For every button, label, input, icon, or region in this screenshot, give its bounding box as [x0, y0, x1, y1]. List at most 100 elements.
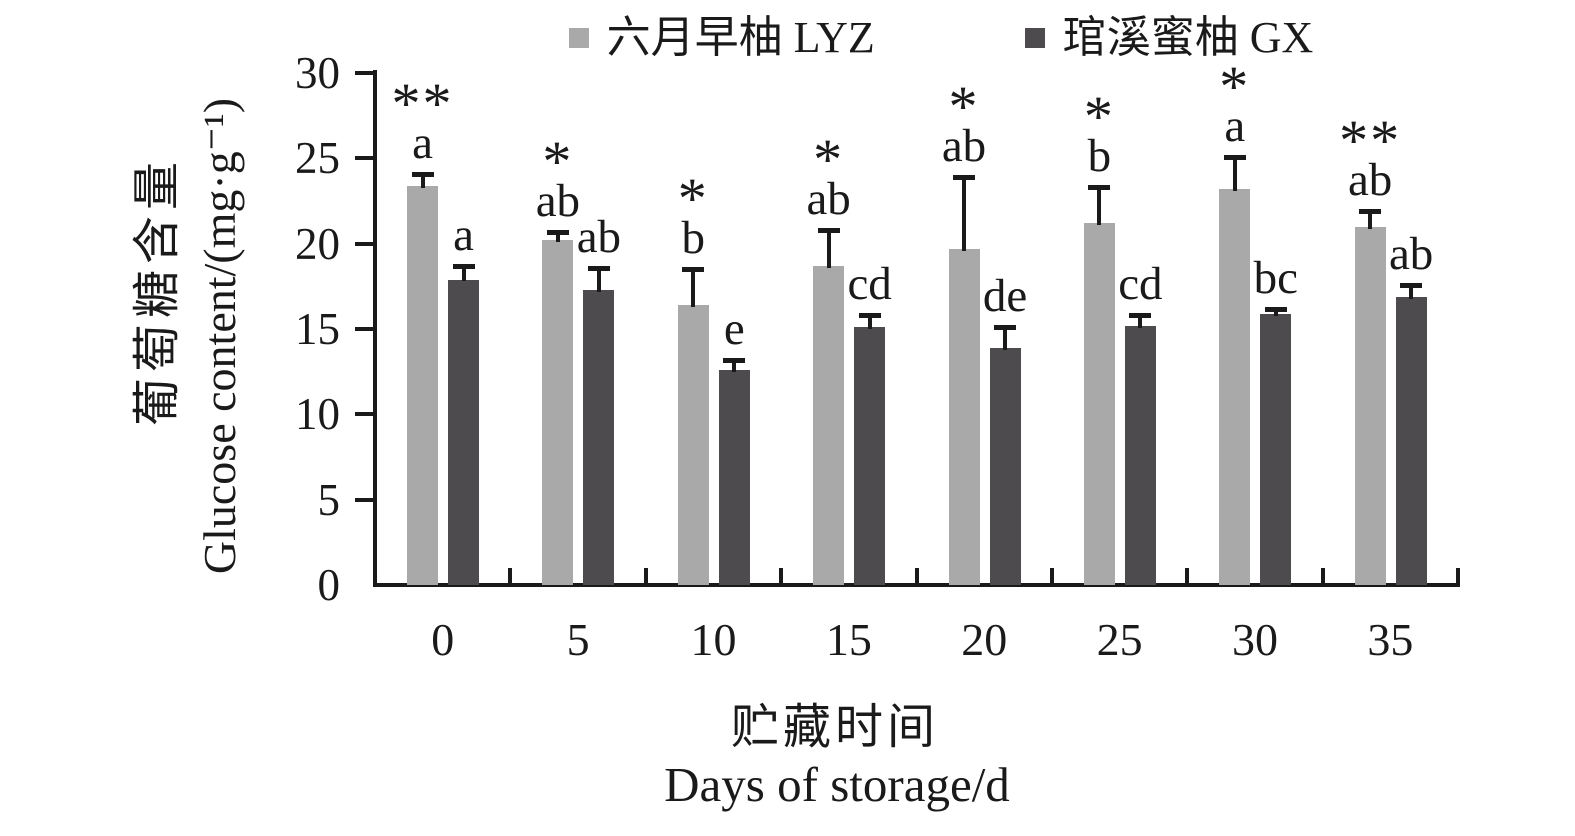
- x-tick-label-10: 10: [690, 614, 737, 665]
- x-tick-label-0: 0: [431, 614, 455, 665]
- error-bar-gx-5: [596, 267, 601, 292]
- legend-item-lyz: 六月早柚 LYZ: [568, 12, 875, 64]
- significance-letter-lyz-0: a: [412, 116, 433, 169]
- significance-stars-lyz-0: **: [391, 70, 454, 136]
- legend-label-gx: 琯溪蜜柚 GX: [1062, 13, 1314, 62]
- x-tick-5: [1049, 568, 1054, 587]
- error-cap-gx-15: [858, 313, 881, 319]
- significance-letter-lyz-10: b: [681, 212, 706, 265]
- error-cap-lyz-20: [953, 175, 975, 181]
- significance-letter-gx-30: bc: [1253, 251, 1298, 304]
- y-tick-30: [355, 71, 373, 75]
- bar-gx-15: [854, 327, 886, 585]
- annotation-lyz-20: * ab: [884, 78, 1044, 173]
- annotation-lyz-0: ** a: [343, 70, 503, 169]
- error-cap-gx-25: [1129, 313, 1152, 319]
- x-tick-3: [779, 568, 784, 587]
- annotation-lyz-35: ** ab: [1290, 112, 1450, 207]
- y-tick-label-15: 15: [295, 304, 340, 354]
- error-bar-lyz-25: [1097, 187, 1102, 226]
- bar-lyz-20: [948, 248, 980, 585]
- error-cap-lyz-10: [682, 267, 705, 273]
- annotation-gx-30: bc: [1196, 251, 1356, 304]
- y-tick-label-0: 0: [317, 560, 341, 610]
- significance-letter-lyz-25: b: [1087, 130, 1112, 183]
- legend: 六月早柚 LYZ 琯溪蜜柚 GX: [373, 8, 1509, 68]
- bar-gx-30: [1260, 313, 1292, 585]
- annotation-gx-35: ab: [1331, 227, 1491, 280]
- significance-letter-lyz-20: ab: [941, 120, 987, 173]
- error-cap-lyz-15: [817, 228, 840, 233]
- error-cap-gx-35: [1400, 282, 1423, 288]
- error-bar-lyz-30: [1232, 156, 1237, 192]
- error-cap-gx-20: [994, 325, 1016, 331]
- error-bar-gx-15: [867, 315, 872, 330]
- error-bar-lyz-35: [1368, 211, 1373, 229]
- x-tick-label-5: 5: [566, 614, 590, 665]
- y-tick-5: [355, 497, 373, 502]
- x-tick-6: [1185, 568, 1190, 587]
- bar-gx-5: [583, 289, 615, 585]
- annotation-lyz-25: * b: [1019, 88, 1179, 183]
- significance-letter-gx-35: ab: [1388, 227, 1434, 280]
- error-bar-lyz-10: [691, 269, 696, 308]
- error-bar-gx-0: [461, 265, 466, 282]
- error-bar-gx-35: [1409, 284, 1414, 299]
- y-tick-10: [355, 412, 373, 417]
- bar-lyz-30: [1219, 189, 1251, 585]
- error-bar-lyz-5: [555, 231, 560, 243]
- x-tick-label-25: 25: [1096, 614, 1143, 665]
- annotation-gx-10: e: [654, 302, 814, 355]
- annotation-lyz-5: * ab: [478, 128, 638, 227]
- legend-item-gx: 琯溪蜜柚 GX: [1024, 12, 1314, 64]
- error-bar-lyz-0: [420, 173, 425, 188]
- bar-lyz-5: [542, 240, 574, 585]
- annotation-gx-20: de: [925, 270, 1085, 323]
- annotation-gx-25: cd: [1060, 258, 1220, 311]
- x-tick-label-15: 15: [825, 614, 872, 665]
- bar-lyz-10: [677, 305, 709, 585]
- x-tick-4: [914, 568, 919, 587]
- annotation-gx-0: a: [384, 211, 544, 258]
- bar-lyz-0: [407, 185, 438, 585]
- error-bar-gx-30: [1273, 308, 1278, 316]
- error-cap-gx-30: [1264, 306, 1287, 312]
- bar-gx-20: [989, 347, 1021, 585]
- annotation-lyz-15: * ab: [749, 131, 909, 223]
- bar-gx-35: [1395, 296, 1427, 585]
- legend-marker-gx-icon: [1024, 28, 1045, 48]
- significance-letter-gx-20: de: [982, 270, 1028, 323]
- bar-gx-25: [1124, 325, 1156, 585]
- y-tick-label-25: 25: [295, 133, 340, 184]
- significance-letter-lyz-5: ab: [535, 174, 581, 227]
- y-tick-20: [355, 241, 373, 246]
- significance-letter-gx-25: cd: [1118, 258, 1163, 311]
- x-axis-title-english: Days of storage/d: [664, 757, 1010, 812]
- annotation-lyz-10: * b: [613, 170, 773, 265]
- significance-letter-gx-10: e: [723, 302, 745, 355]
- bar-gx-10: [718, 369, 750, 585]
- error-bar-lyz-20: [962, 177, 966, 251]
- x-axis-title-chinese: 贮藏时间: [730, 701, 939, 754]
- x-tick-8: [1456, 568, 1460, 587]
- x-tick-label-20: 20: [961, 614, 1008, 665]
- error-cap-lyz-5: [546, 229, 569, 235]
- error-bar-lyz-15: [826, 230, 831, 268]
- x-tick-label-30: 30: [1231, 614, 1278, 665]
- significance-letter-lyz-30: a: [1224, 99, 1246, 152]
- y-axis-line: [373, 70, 377, 587]
- x-tick-1: [508, 568, 513, 587]
- error-cap-lyz-25: [1088, 185, 1111, 191]
- y-tick-label-20: 20: [295, 218, 340, 269]
- annotation-gx-15: cd: [790, 261, 950, 308]
- x-tick-2: [643, 568, 648, 587]
- significance-stars-lyz-5: *: [542, 128, 574, 194]
- error-bar-gx-20: [1003, 327, 1007, 350]
- error-cap-gx-5: [587, 265, 610, 271]
- bar-gx-0: [448, 279, 479, 585]
- annotation-lyz-30: * a: [1155, 57, 1315, 152]
- error-cap-gx-0: [452, 263, 475, 269]
- significance-letter-lyz-35: ab: [1347, 154, 1393, 207]
